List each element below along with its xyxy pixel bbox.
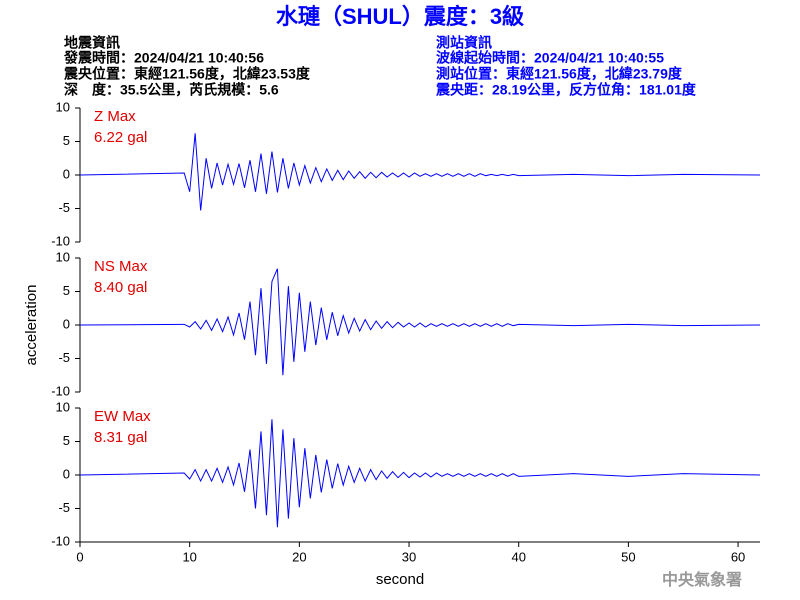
station-line: 測站資訊 xyxy=(436,35,492,51)
panel-max: 8.40 gal xyxy=(94,279,147,296)
panel-title: NS Max xyxy=(94,258,148,275)
y-tick-label: -5 xyxy=(58,200,70,215)
x-tick-label: 0 xyxy=(76,549,83,564)
y-tick-label: 0 xyxy=(63,466,70,481)
info-line: 地震資訊 xyxy=(64,35,120,51)
y-tick-label: 10 xyxy=(56,399,70,414)
x-tick-label: 40 xyxy=(511,549,525,564)
info-line: 深 度：35.5公里，芮氏規模：5.6 xyxy=(64,82,279,98)
y-axis-label: acceleration xyxy=(23,285,40,366)
panel-max: 6.22 gal xyxy=(94,129,147,146)
panel-max: 8.31 gal xyxy=(94,429,147,446)
x-tick-label: 60 xyxy=(731,549,745,564)
station-line: 測站位置：東經121.56度，北緯23.79度 xyxy=(436,66,683,82)
station-line: 波線起始時間：2024/04/21 10:40:55 xyxy=(436,50,664,66)
y-tick-label: 5 xyxy=(63,283,70,298)
x-axis-label: second xyxy=(376,571,424,588)
panel-title: EW Max xyxy=(94,408,151,425)
x-tick-label: 10 xyxy=(182,549,196,564)
x-tick-label: 30 xyxy=(402,549,416,564)
y-tick-label: 5 xyxy=(63,433,70,448)
y-tick-label: 0 xyxy=(63,166,70,181)
y-tick-label: -10 xyxy=(51,533,70,548)
title: 水璉（SHUL）震度：3級 xyxy=(276,4,524,29)
y-tick-label: 5 xyxy=(63,133,70,148)
info-line: 發震時間：2024/04/21 10:40:56 xyxy=(63,50,264,66)
y-tick-label: -10 xyxy=(51,383,70,398)
y-tick-label: -5 xyxy=(58,350,70,365)
y-tick-label: -5 xyxy=(58,500,70,515)
panel-title: Z Max xyxy=(94,108,136,125)
y-tick-label: 10 xyxy=(56,249,70,264)
x-tick-label: 20 xyxy=(292,549,306,564)
waveform xyxy=(79,268,761,376)
waveform xyxy=(79,419,761,528)
y-tick-label: 0 xyxy=(63,316,70,331)
info-line: 震央位置：東經121.56度，北緯23.53度 xyxy=(63,66,311,82)
waveform xyxy=(79,133,761,211)
station-line: 震央距：28.19公里，反方位角：181.01度 xyxy=(435,82,697,98)
y-tick-label: -10 xyxy=(51,233,70,248)
y-tick-label: 10 xyxy=(56,99,70,114)
footer: 中央氣象署 xyxy=(662,570,742,589)
x-tick-label: 50 xyxy=(621,549,635,564)
